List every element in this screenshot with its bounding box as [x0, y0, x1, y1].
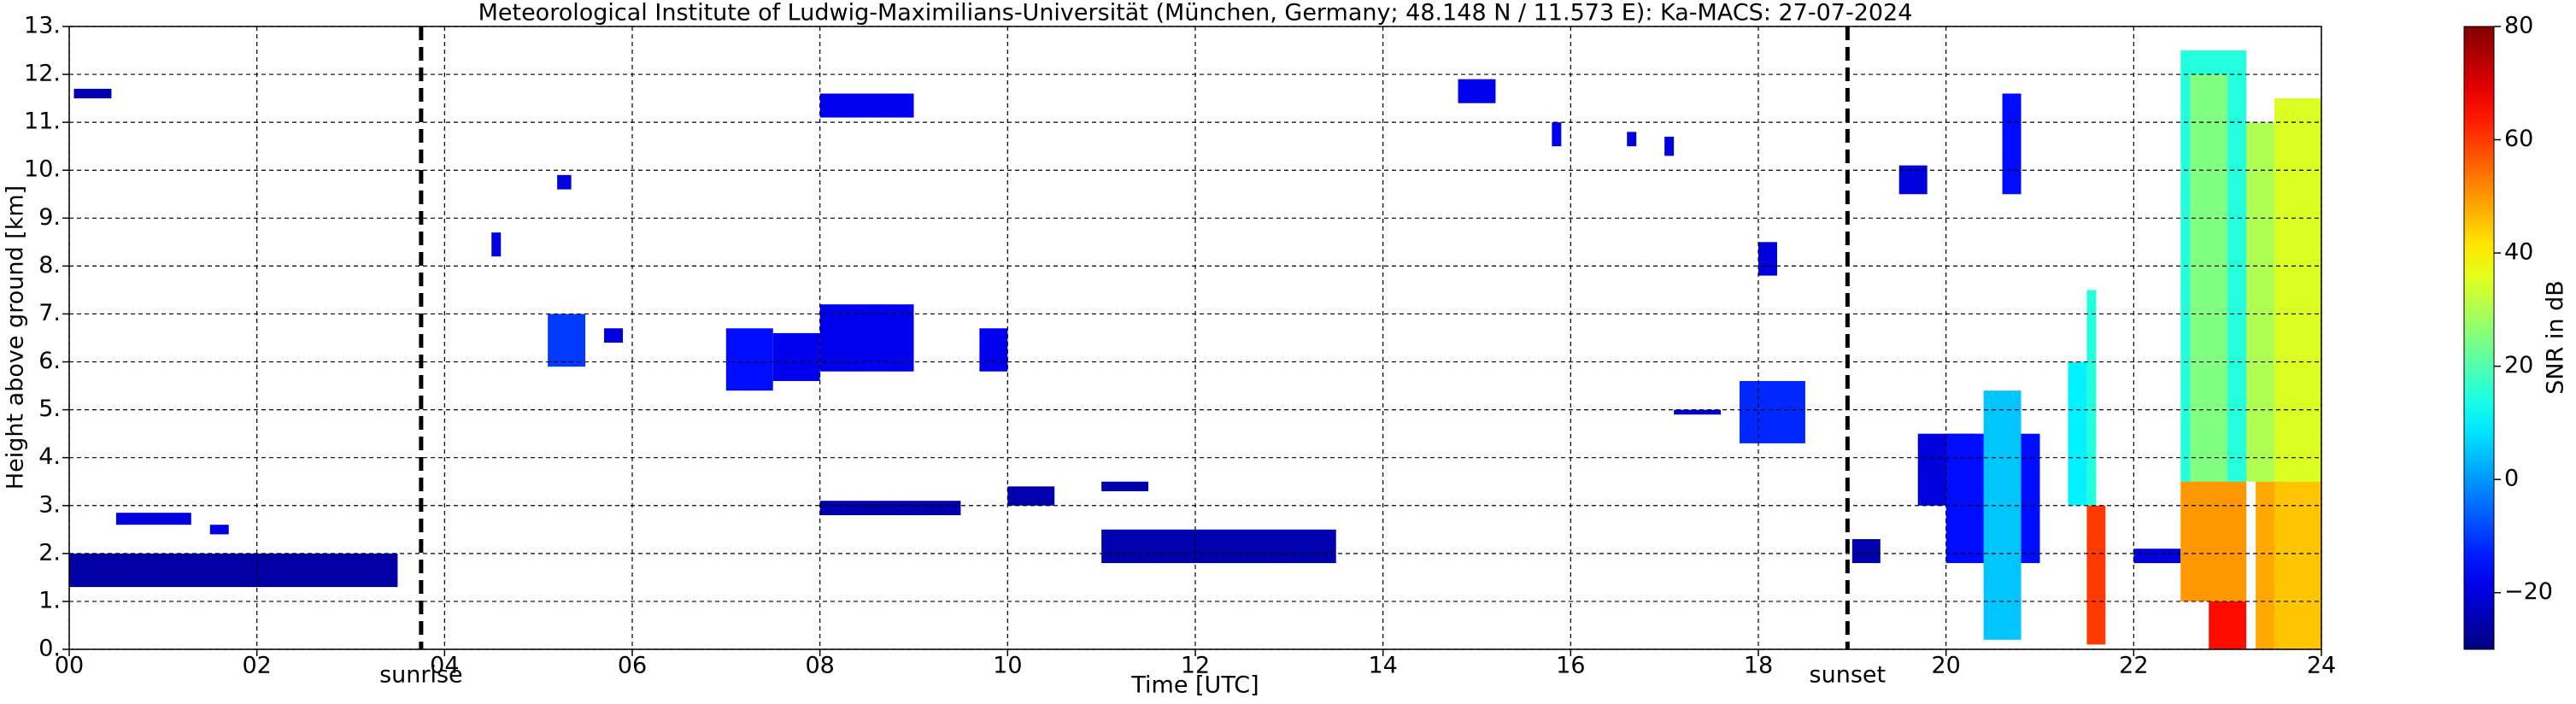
y-tick-label: 3. [38, 491, 61, 518]
x-axis-label: Time [UTC] [1130, 672, 1259, 699]
x-tick-label: 00 [55, 653, 84, 679]
echo-cell [979, 328, 1008, 372]
echo-cell [1101, 481, 1149, 491]
echo-cell [2180, 481, 2247, 601]
echo-cell [819, 304, 914, 372]
y-tick-label: 0. [38, 636, 61, 662]
echo-cell [1674, 409, 1722, 415]
y-tick-label: 8. [38, 252, 61, 279]
y-tick-label: 12. [24, 61, 61, 87]
echo-cell [2068, 361, 2087, 506]
echo-cell [2274, 98, 2321, 482]
x-tick-label: 12 [1181, 653, 1210, 679]
y-tick-label: 4. [38, 443, 61, 470]
colorbar-tick-label: 80 [2504, 13, 2533, 39]
x-tick-label: 08 [805, 653, 834, 679]
colorbar-tick-label: 60 [2504, 126, 2533, 152]
echo-cell [69, 553, 398, 588]
echo-cell [1101, 529, 1336, 564]
x-tick-label: 16 [1556, 653, 1585, 679]
plot-frame [68, 26, 2322, 650]
x-tick-label: 10 [993, 653, 1022, 679]
y-tick-label: 1. [38, 587, 61, 613]
echo-cell [819, 501, 961, 515]
echo-cell [2274, 481, 2321, 649]
annotation-label: sunset [1810, 662, 1887, 689]
y-tick-label: 6. [38, 348, 61, 374]
echo-cell [1758, 242, 1777, 276]
echo-cell [1552, 122, 1562, 147]
echo-cell [2246, 122, 2275, 482]
echo-cell [2190, 74, 2228, 482]
echo-cell [491, 232, 502, 257]
annotation-label: sunrise [379, 662, 463, 689]
colorbar-tick-label: −20 [2504, 578, 2553, 605]
x-tick-label: 18 [1744, 653, 1773, 679]
echo-cell [1458, 79, 1496, 103]
echo-cell [115, 513, 191, 525]
y-axis-label: Height above ground [km] [3, 185, 29, 490]
y-tick-label: 7. [38, 300, 61, 326]
y-tick-label: 10. [24, 156, 61, 183]
echo-cell [772, 332, 820, 381]
x-tick-label: 14 [1368, 653, 1397, 679]
y-tick-label: 9. [38, 204, 61, 231]
echo-cell [557, 174, 572, 190]
x-tick-label: 06 [618, 653, 647, 679]
x-tick-label: 04 [430, 653, 459, 679]
echo-cell [1983, 390, 2021, 640]
echo-cell [604, 328, 624, 343]
echo-cell [548, 314, 586, 367]
y-tick-label: 11. [24, 109, 61, 135]
echo-cell [1627, 132, 1637, 147]
echo-cell [1851, 539, 1881, 564]
echo-cell [819, 93, 914, 118]
y-tick-label: 2. [38, 539, 61, 566]
colorbar-tick-label: 0 [2504, 466, 2519, 492]
y-tick-label: 5. [38, 396, 61, 422]
colorbar-label: SNR in dB [2543, 280, 2569, 395]
colorbar [2463, 26, 2495, 650]
chart-title: Meteorological Institute of Ludwig-Maxim… [478, 0, 1913, 26]
echo-cell [2086, 505, 2106, 645]
echo-cell [73, 88, 112, 99]
echo-cell [1740, 380, 1805, 443]
echo-cell [2002, 93, 2021, 195]
echo-cell [1007, 486, 1055, 506]
echo-cell [2133, 549, 2181, 564]
echo-cell [725, 328, 773, 391]
y-tick-label: 13. [24, 13, 61, 39]
echo-cell [2209, 601, 2247, 649]
echo-cell [209, 525, 229, 535]
x-tick-label: 02 [242, 653, 271, 679]
x-tick-label: 22 [2119, 653, 2148, 679]
echo-cell [2086, 290, 2097, 506]
x-tick-label: 20 [1931, 653, 1960, 679]
echo-cell [1664, 136, 1675, 156]
colorbar-tick-label: 20 [2504, 352, 2533, 378]
x-tick-label: 24 [2307, 653, 2336, 679]
colorbar-tick-label: 40 [2504, 239, 2533, 266]
